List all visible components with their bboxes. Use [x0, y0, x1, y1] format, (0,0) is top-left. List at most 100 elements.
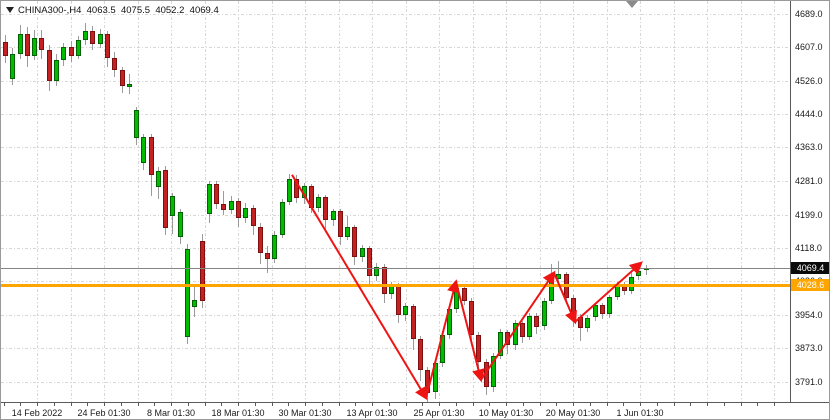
time-tick-mark: [53, 403, 55, 406]
horizontal-line-object[interactable]: [1, 283, 790, 287]
candle-body: [272, 234, 278, 260]
candle-body: [119, 69, 125, 87]
candle-body: [221, 203, 227, 211]
candle-body: [54, 60, 59, 81]
time-tick-mark: [254, 403, 256, 406]
h-gridline: [1, 214, 790, 216]
time-tick-mark: [388, 403, 390, 406]
v-gridline: [137, 1, 139, 402]
candle-body: [439, 334, 445, 363]
v-gridline: [405, 1, 407, 402]
candle-body: [112, 58, 118, 70]
time-tick-label: 25 Apr 01:30: [413, 408, 465, 418]
candle-body: [447, 309, 453, 335]
price-tick-label: 3954.0: [795, 310, 823, 321]
time-tick-label: 14 Feb 2022: [11, 408, 63, 418]
candle-body: [141, 137, 147, 163]
trend-arrows-object[interactable]: [1, 1, 790, 402]
price-tick-label: 4689.0: [795, 8, 823, 19]
time-tick-mark: [707, 403, 708, 406]
candle-body: [170, 195, 176, 217]
time-tick-mark: [3, 403, 5, 406]
candle-body: [425, 370, 431, 393]
current-price-badge: 4069.4: [791, 261, 829, 274]
candle-body: [636, 270, 642, 277]
candle-body: [39, 37, 45, 51]
time-tick-mark: [288, 403, 290, 406]
time-tick-mark: [757, 403, 759, 406]
time-tick-mark: [472, 403, 474, 406]
candle-body: [410, 306, 416, 340]
candle-body: [585, 317, 591, 329]
time-tick-label: 24 Feb 01:30: [77, 408, 131, 418]
candle-body: [396, 285, 402, 315]
candle-body: [541, 301, 547, 327]
time-tick-mark: [405, 403, 407, 406]
price-tick-label: 4281.0: [795, 176, 823, 186]
price-tick-label: 4118.0: [795, 242, 822, 253]
candle-body: [214, 183, 220, 204]
candle-body: [570, 298, 576, 317]
candle-body: [345, 227, 351, 237]
v-gridline: [506, 1, 507, 402]
candle-body: [24, 33, 30, 57]
price-tick-label: 4363.0: [795, 142, 823, 153]
time-axis[interactable]: 14 Feb 2022 24 Feb 01:30 8 Mar 01:30 18 Mar…: [1, 402, 829, 419]
time-tick-mark: [37, 403, 38, 406]
symbol-dropdown-icon[interactable]: [6, 7, 14, 14]
time-tick-mark: [506, 403, 507, 406]
candle-body: [126, 83, 132, 88]
hline-price-badge: 4028.6: [791, 278, 829, 291]
candle-body: [17, 33, 23, 55]
time-tick-mark: [589, 403, 591, 406]
candle-body: [279, 201, 285, 235]
time-tick-mark: [489, 403, 491, 406]
candle-body: [236, 201, 241, 219]
candle-body: [308, 186, 314, 208]
time-tick-label: 20 May 01:30: [545, 408, 601, 418]
time-tick-mark: [171, 403, 172, 406]
v-gridline: [472, 1, 474, 402]
h-gridline: [1, 114, 790, 116]
time-tick-mark: [640, 403, 641, 406]
time-tick-mark: [305, 403, 306, 406]
v-gridline: [774, 1, 775, 402]
candle-body: [600, 305, 605, 315]
time-tick-mark: [321, 403, 323, 406]
candle-body: [527, 315, 533, 338]
candle-body: [32, 37, 38, 57]
candle-body: [68, 46, 74, 56]
candle-wick: [267, 246, 269, 274]
time-tick-mark: [690, 403, 692, 406]
v-gridline: [740, 1, 742, 402]
candle-body: [549, 279, 554, 302]
time-tick-label: 8 Mar 01:30: [146, 408, 196, 418]
price-axis[interactable]: 4689.0 4607.0 4526.0 4444.0 4363.0 4281.0 4199…: [790, 1, 829, 402]
time-tick-mark: [137, 403, 139, 406]
v-gridline: [606, 1, 608, 402]
ohlc-close: 4069.4: [189, 5, 219, 16]
candle-body: [148, 137, 154, 176]
chart-shift-marker-icon[interactable]: [626, 1, 638, 8]
time-tick-mark: [70, 403, 72, 406]
candle-body: [83, 31, 89, 40]
time-tick-label: 1 Jun 01:30: [616, 408, 664, 418]
time-tick-label: 10 May 01:30: [478, 408, 534, 418]
candle-body: [177, 212, 183, 237]
time-tick-label: 13 Apr 01:30: [346, 408, 398, 418]
candle-body: [468, 301, 474, 336]
v-gridline: [338, 1, 340, 402]
candle-body: [418, 339, 423, 371]
time-tick-mark: [20, 403, 22, 406]
time-tick-mark: [439, 403, 440, 406]
h-gridline: [1, 348, 790, 350]
time-tick-mark: [556, 403, 558, 406]
v-gridline: [439, 1, 440, 402]
chart-plot-area[interactable]: CHINA300-,H4 4063.5 4075.5 4052.2 4069.4: [1, 1, 790, 402]
v-gridline: [372, 1, 373, 402]
candle-body: [10, 54, 16, 79]
v-gridline: [573, 1, 574, 402]
time-tick-mark: [104, 403, 105, 406]
candle-body: [265, 253, 271, 260]
candle-body: [199, 240, 205, 302]
